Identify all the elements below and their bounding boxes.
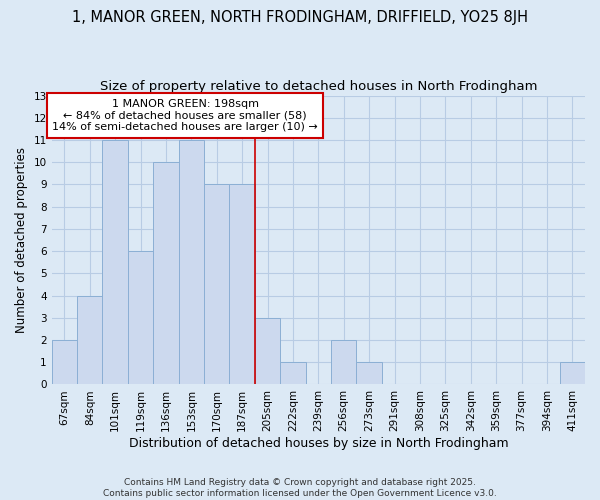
Y-axis label: Number of detached properties: Number of detached properties [15, 147, 28, 333]
Bar [52, 340, 77, 384]
Bar [280, 362, 305, 384]
Bar [229, 184, 255, 384]
Bar [103, 140, 128, 384]
Bar [356, 362, 382, 384]
Text: Contains HM Land Registry data © Crown copyright and database right 2025.
Contai: Contains HM Land Registry data © Crown c… [103, 478, 497, 498]
Text: 1, MANOR GREEN, NORTH FRODINGHAM, DRIFFIELD, YO25 8JH: 1, MANOR GREEN, NORTH FRODINGHAM, DRIFFI… [72, 10, 528, 25]
Bar [331, 340, 356, 384]
Title: Size of property relative to detached houses in North Frodingham: Size of property relative to detached ho… [100, 80, 537, 93]
X-axis label: Distribution of detached houses by size in North Frodingham: Distribution of detached houses by size … [128, 437, 508, 450]
Bar [179, 140, 204, 384]
Bar [204, 184, 229, 384]
Bar [560, 362, 585, 384]
Bar [128, 251, 153, 384]
Bar [153, 162, 179, 384]
Bar [255, 318, 280, 384]
Text: 1 MANOR GREEN: 198sqm
← 84% of detached houses are smaller (58)
14% of semi-deta: 1 MANOR GREEN: 198sqm ← 84% of detached … [52, 99, 318, 132]
Bar [77, 296, 103, 384]
